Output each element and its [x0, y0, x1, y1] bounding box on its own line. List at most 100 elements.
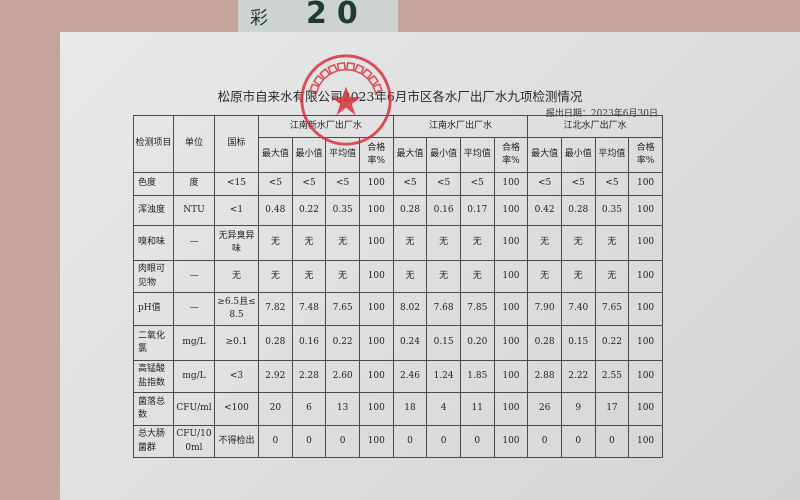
- value-cell: 100: [358, 292, 394, 326]
- standard-cell: ≥0.1: [214, 325, 259, 361]
- value-cell: 无: [560, 260, 596, 293]
- value-cell: <5: [459, 172, 495, 196]
- value-cell: 100: [358, 360, 394, 393]
- table-row: 肉眼可见物 — 无无无无 100 无无无 100 无无无 100: [133, 260, 663, 293]
- header-item: 检测项目: [133, 115, 174, 173]
- sub-header-cell: 最小值: [426, 137, 461, 173]
- value-cell: 无: [594, 260, 630, 293]
- item-cell: 高锰酸盐指数: [133, 360, 174, 393]
- unit-cell: 度: [173, 172, 215, 196]
- sub-header-cell: 合格率%: [628, 137, 663, 173]
- value-cell: 100: [358, 325, 394, 361]
- value-cell: 4: [426, 392, 461, 426]
- value-cell: 0.16: [426, 195, 461, 226]
- table-row: 总大肠菌群 CFU/100ml 不得检出 0 0 0 100 0 0 0 100 0 0 0 100: [133, 425, 663, 458]
- report-date: 报出日期：2023年6月30日: [545, 109, 658, 119]
- header-plant: 江北水厂出厂水: [527, 115, 663, 138]
- header-standard: 国标: [214, 115, 259, 173]
- item-cell: 菌落总数: [133, 392, 174, 426]
- sub-header-cell: 最小值: [291, 137, 327, 173]
- unit-cell: —: [173, 260, 215, 293]
- sub-header-cell: 平均值: [594, 137, 630, 173]
- value-cell: 100: [358, 172, 394, 196]
- value-cell: 2.46: [392, 360, 428, 393]
- value-cell: 2.55: [594, 360, 630, 393]
- value-cell: 2.60: [325, 360, 360, 393]
- value-cell: 7.65: [325, 292, 360, 326]
- value-cell: 8.02: [392, 292, 428, 326]
- value-cell: 0.15: [426, 325, 461, 361]
- value-cell: 1.24: [426, 360, 461, 393]
- unit-cell: mg/L: [173, 325, 215, 361]
- value-cell: 0.28: [560, 195, 596, 226]
- value-cell: 100: [493, 260, 529, 293]
- value-cell: <5: [594, 172, 630, 196]
- value-cell: 无: [291, 225, 327, 261]
- value-cell: 6: [291, 392, 327, 426]
- value-cell: 无: [291, 260, 327, 293]
- value-cell: 100: [493, 172, 529, 196]
- value-cell: 7.85: [459, 292, 495, 326]
- table-row: 二氧化氯 mg/L ≥0.1 0.28 0.16 0.22 100 0.24 0.15 0.20 1…: [133, 325, 663, 361]
- standard-cell: 不得检出: [214, 425, 259, 458]
- value-cell: 无: [392, 260, 428, 293]
- unit-cell: —: [173, 225, 215, 261]
- inspection-table: 检测项目 单位 国标 江南新水厂出厂水 江南水厂出厂水 江北水厂出厂水 最大值最…: [133, 115, 663, 458]
- value-cell: 20: [258, 392, 293, 426]
- value-cell: 7.68: [426, 292, 461, 326]
- value-cell: 100: [358, 225, 394, 261]
- value-cell: 无: [560, 225, 596, 261]
- value-cell: 0.28: [392, 195, 428, 226]
- value-cell: 无: [392, 225, 428, 261]
- handwritten-label: 彩 20: [238, 0, 398, 34]
- value-cell: 无: [426, 225, 461, 261]
- standard-cell: ≥6.5且≤8.5: [214, 292, 259, 326]
- table-row: 嗅和味 — 无异臭异味无无无 100 无无无 100 无无无 100: [133, 225, 663, 261]
- value-cell: 0.24: [392, 325, 428, 361]
- value-cell: 7.40: [560, 292, 596, 326]
- item-cell: 总大肠菌群: [133, 425, 174, 458]
- value-cell: 100: [628, 392, 663, 426]
- standard-cell: <1: [214, 195, 259, 226]
- value-cell: 无: [527, 225, 562, 261]
- value-cell: <5: [258, 172, 293, 196]
- value-cell: <5: [426, 172, 461, 196]
- value-cell: 100: [628, 225, 663, 261]
- item-cell: 嗅和味: [133, 225, 174, 261]
- value-cell: 0: [594, 425, 630, 458]
- value-cell: 100: [358, 425, 394, 458]
- value-cell: 100: [628, 260, 663, 293]
- value-cell: 2.28: [291, 360, 327, 393]
- header-plant: 江南新水厂出厂水: [258, 115, 394, 138]
- sub-header-cell: 合格率%: [493, 137, 529, 173]
- value-cell: <5: [560, 172, 596, 196]
- document-title: 松原市自来水有限公司2023年6月市区各水厂出厂水九项检测情况: [217, 89, 583, 104]
- value-cell: 100: [628, 292, 663, 326]
- value-cell: <5: [325, 172, 360, 196]
- value-cell: 无: [325, 260, 360, 293]
- value-cell: 100: [628, 325, 663, 361]
- value-cell: 无: [459, 260, 495, 293]
- value-cell: 0.48: [258, 195, 293, 226]
- value-cell: 0.17: [459, 195, 495, 226]
- header-unit: 单位: [173, 115, 215, 173]
- value-cell: 100: [493, 425, 529, 458]
- item-cell: 二氧化氯: [133, 325, 174, 361]
- table-row: 色度度 <15 <5 <5 <5 100 <5 <5 <5 100 <5 <5 <5 100: [133, 172, 663, 196]
- table-row: 高锰酸盐指数 mg/L <3 2.92 2.28 2.60 100 2.46 1.24 1.85 1…: [133, 360, 663, 393]
- table-row: 菌落总数 CFU/ml <100 20 6 13 100 18 4 11 100 26 9 17 100: [133, 392, 663, 426]
- sub-header-row: 最大值 最小值 平均值 合格率% 最大值 最小值 平均值 合格率% 最大值 最小值 平均值 合格率%: [134, 137, 663, 173]
- value-cell: 0: [527, 425, 562, 458]
- sub-header-cell: 平均值: [325, 137, 360, 173]
- unit-cell: CFU/ml: [173, 392, 215, 426]
- value-cell: 0.28: [527, 325, 562, 361]
- value-cell: 100: [493, 195, 529, 226]
- value-cell: 11: [459, 392, 495, 426]
- value-cell: 100: [628, 425, 663, 458]
- value-cell: 0.22: [594, 325, 630, 361]
- value-cell: 2.88: [527, 360, 562, 393]
- sub-header-cell: 最大值: [392, 137, 428, 173]
- value-cell: 无: [258, 225, 293, 261]
- value-cell: 7.82: [258, 292, 293, 326]
- value-cell: 13: [325, 392, 360, 426]
